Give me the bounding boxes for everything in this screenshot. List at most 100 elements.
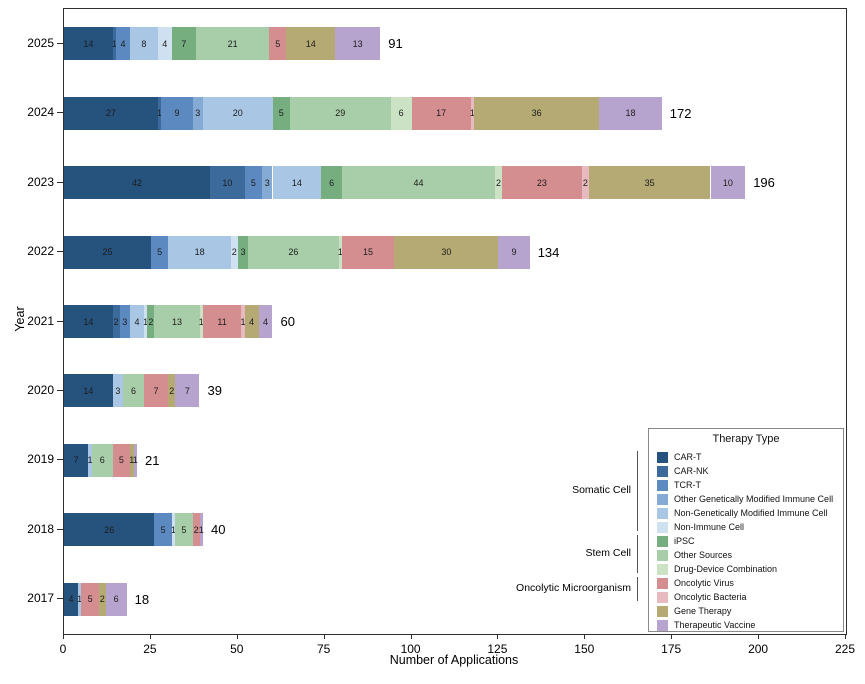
plot-area: 14 1 4 8 4 7 21 5 14 13 91 27 1 9 3 20 5 29 6 17 1 36 18 172 42 1… <box>63 8 847 635</box>
x-axis-tick <box>845 634 846 639</box>
segment-value-label: 1 <box>129 455 135 466</box>
segment-value-label: 1 <box>132 455 138 466</box>
non-immune-cell-swatch-icon <box>657 521 668 533</box>
bar-segment-therapeutic-vaccine: 4 <box>258 305 273 338</box>
bar-segment-car-t: 14 <box>64 374 113 408</box>
segment-value-label: 5 <box>275 38 281 49</box>
bar-segment-non-genetically-modified-immune-cell: 1 <box>77 582 82 616</box>
tcr-t-swatch-icon <box>657 479 668 491</box>
bar-segment-therapeutic-vaccine: 1 <box>198 513 204 547</box>
bar-segment-oncolytic-virus: 5 <box>81 582 99 616</box>
bar-segment-car-nk: 10 <box>210 166 245 200</box>
bar-segment-other-sources: 44 <box>342 166 495 200</box>
bar-segment-gene-therapy: 2 <box>98 582 106 616</box>
y-tick-label: 2021 <box>27 313 54 328</box>
segment-value-label: 2 <box>113 316 119 327</box>
bar-segment-non-immune-cell: 4 <box>157 27 172 61</box>
bar-segment-non-genetically-modified-immune-cell: 14 <box>272 166 322 200</box>
bar-segment-drug-device-combination: 2 <box>495 166 502 200</box>
y-tick-label: 2020 <box>27 382 54 397</box>
bar-segment-oncolytic-virus: 7 <box>143 374 169 408</box>
bar-segment-oncolytic-virus: 23 <box>501 166 582 200</box>
legend-item-label: Drug-Device Combination <box>674 564 778 574</box>
non-genetically-modified-immune-cell-swatch-icon <box>657 507 668 519</box>
bar-segment-car-t: 42 <box>64 166 210 200</box>
segment-value-label: 1 <box>87 455 93 466</box>
bar-segment-non-genetically-modified-immune-cell: 20 <box>203 96 273 130</box>
segment-value-label: 6 <box>131 385 137 396</box>
x-axis-tick <box>236 634 238 639</box>
segment-value-label: 2 <box>99 594 105 605</box>
bar-total-label: 172 <box>669 105 692 121</box>
bar-segment-other-sources: 29 <box>289 96 391 130</box>
legend-item-label: iPSC <box>674 536 695 546</box>
bar-segment-drug-device-combination: 1 <box>337 235 343 269</box>
x-axis-tick <box>323 634 325 639</box>
y-axis-tick <box>57 112 63 114</box>
x-tick-label: 175 <box>661 642 682 656</box>
bar-segment-oncolytic-bacteria: 1 <box>469 96 475 130</box>
bar-segment-car-t: 7 <box>64 443 89 477</box>
car-t-swatch-icon <box>657 451 668 463</box>
segment-value-label: 10 <box>222 177 233 188</box>
segment-value-label: 2 <box>193 524 199 535</box>
legend-item-ipsc: iPSC <box>649 534 843 548</box>
bar-segment-other-sources: 21 <box>196 27 270 61</box>
segment-value-label: 14 <box>291 177 302 188</box>
legend-item-other-genetically-modified-immune-cell: Other Genetically Modified Immune Cell <box>649 492 843 506</box>
segment-value-label: 1 <box>240 316 246 327</box>
bar-segment-oncolytic-virus: 17 <box>411 96 471 130</box>
other-genetically-modified-immune-cell-swatch-icon <box>657 493 668 505</box>
segment-value-label: 2 <box>495 177 501 188</box>
legend-item-oncolytic-virus: Oncolytic Virus <box>649 576 843 590</box>
x-tick-label: 25 <box>143 642 157 656</box>
segment-value-label: 30 <box>441 247 452 258</box>
y-tick-label: 2018 <box>27 521 54 536</box>
segment-value-label: 9 <box>174 108 180 119</box>
y-tick-label: 2017 <box>27 591 54 606</box>
x-axis-tick <box>149 634 151 639</box>
car-nk-swatch-icon <box>657 465 668 477</box>
legend-item-label: Non-Immune Cell <box>674 522 745 532</box>
bar-segment-gene-therapy: 14 <box>286 27 336 61</box>
segment-value-label: 7 <box>73 455 79 466</box>
legend-item-car-t: CAR-T <box>649 450 843 464</box>
bar-segment-other-genetically-modified-immune-cell: 3 <box>192 96 203 130</box>
bar-segment-car-nk: 2 <box>112 305 120 338</box>
segment-value-label: 18 <box>625 108 636 119</box>
legend-title: Therapy Type <box>712 433 780 445</box>
segment-value-label: 7 <box>181 38 187 49</box>
bar-segment-non-genetically-modified-immune-cell: 8 <box>130 27 158 61</box>
segment-value-label: 7 <box>184 385 190 396</box>
bar-segment-other-sources: 6 <box>91 443 113 477</box>
segment-value-label: 1 <box>198 524 204 535</box>
bar-total-label: 21 <box>145 452 160 468</box>
segment-value-label: 13 <box>171 316 182 327</box>
segment-value-label: 5 <box>157 247 163 258</box>
segment-value-label: 4 <box>134 316 140 327</box>
bar-segment-oncolytic-virus: 2 <box>192 513 200 547</box>
segment-value-label: 1 <box>111 38 117 49</box>
segment-value-label: 2 <box>231 247 237 258</box>
segment-value-label: 27 <box>105 108 116 119</box>
segment-value-label: 3 <box>122 316 128 327</box>
segment-value-label: 8 <box>141 38 147 49</box>
segment-value-label: 23 <box>536 177 547 188</box>
bar-segment-oncolytic-bacteria: 2 <box>581 166 589 200</box>
bar-segment-ipsc: 7 <box>171 27 196 61</box>
bar-segment-ipsc: 5 <box>272 96 290 130</box>
legend-item-non-genetically-modified-immune-cell: Non-Genetically Modified Immune Cell <box>649 506 843 520</box>
segment-value-label: 2 <box>582 177 588 188</box>
segment-value-label: 1 <box>337 247 343 258</box>
bar-segment-car-nk: 1 <box>111 27 117 61</box>
segment-value-label: 3 <box>240 247 246 258</box>
bar-segment-oncolytic-bacteria: 1 <box>240 305 246 338</box>
bar-segment-tcr-t: 5 <box>244 166 263 200</box>
legend-item-label: Oncolytic Virus <box>674 578 734 588</box>
segment-value-label: 6 <box>99 455 105 466</box>
segment-value-label: 14 <box>305 38 316 49</box>
therapeutic-vaccine-swatch-icon <box>657 619 668 631</box>
bar-segment-gene-therapy: 35 <box>588 166 711 200</box>
x-axis-tick <box>758 634 760 639</box>
segment-value-label: 1 <box>469 108 475 119</box>
